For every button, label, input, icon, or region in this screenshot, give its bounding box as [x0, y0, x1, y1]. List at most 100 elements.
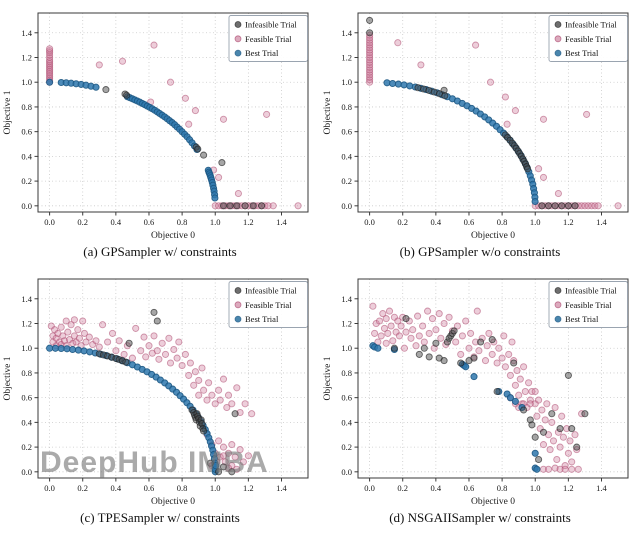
legend-marker-feasible: [554, 35, 562, 43]
x-axis-label: Objective 0: [151, 231, 195, 241]
legend-label-best: Best Trial: [245, 314, 279, 324]
svg-text:1.0: 1.0: [341, 343, 352, 353]
best-points: [369, 342, 541, 473]
chart-svg-b: 0.0 0.2 0.4 0.6 0.8 1.0 1.2 1.4 0.0 0.2 0.4 0.6 0.8 1…: [323, 12, 629, 241]
legend-marker-infeasible: [554, 21, 562, 28]
subplot-a-caption: (a) GPSampler w/ constraints: [83, 244, 237, 259]
svg-text:0.2: 0.2: [21, 176, 32, 186]
svg-text:1.2: 1.2: [21, 52, 32, 62]
infeasible-points: [366, 16, 579, 210]
svg-text:0.2: 0.2: [21, 442, 32, 452]
svg-text:0.4: 0.4: [341, 417, 352, 427]
svg-text:0.6: 0.6: [341, 127, 352, 137]
svg-text:0.8: 0.8: [341, 368, 352, 378]
y-axis-label: Objective 1: [323, 90, 333, 134]
legend-marker-best: [554, 315, 562, 323]
svg-text:0.0: 0.0: [21, 201, 32, 211]
svg-text:0.8: 0.8: [341, 102, 352, 112]
subplot-c-caption: (c) TPESampler w/ constraints: [80, 510, 240, 525]
svg-text:0.0: 0.0: [44, 217, 55, 227]
svg-text:1.4: 1.4: [21, 294, 32, 304]
svg-text:0.0: 0.0: [341, 201, 352, 211]
legend-label-infeasible: Infeasible Trial: [245, 286, 297, 296]
axes: 0.0 0.2 0.4 0.6 0.8 1.0 1.2 1.4 0.0 0.2 0.4 0.6 0.8 1…: [21, 12, 309, 227]
legend-marker-infeasible: [234, 287, 242, 294]
svg-text:0.4: 0.4: [341, 151, 352, 161]
svg-text:1.4: 1.4: [341, 28, 352, 38]
svg-text:0.0: 0.0: [44, 483, 55, 493]
chart-svg-d: 0.0 0.2 0.4 0.6 0.8 1.0 1.2 1.4 0.0 0.2 0.4 0.6 0.8 1…: [323, 278, 629, 507]
infeasible-points: [95, 308, 239, 476]
svg-text:0.6: 0.6: [21, 393, 32, 403]
feasible-points: [47, 316, 256, 473]
svg-text:0.2: 0.2: [397, 483, 408, 493]
subplot-c: 0.0 0.2 0.4 0.6 0.8 1.0 1.2 1.4 0.0 0.2 0.4 0.6 0.8 1…: [0, 266, 320, 532]
svg-text:1.2: 1.2: [563, 217, 574, 227]
svg-text:1.2: 1.2: [341, 318, 352, 328]
svg-text:1.0: 1.0: [341, 77, 352, 87]
svg-text:0.2: 0.2: [397, 217, 408, 227]
chart-svg-a: 0.0 0.2 0.4 0.6 0.8 1.0 1.2 1.4 0.0 0.2 0.4 0.6 0.8 1…: [3, 12, 309, 241]
legend-label-feasible: Feasible Trial: [565, 34, 612, 44]
svg-text:0.4: 0.4: [21, 151, 32, 161]
svg-text:0.8: 0.8: [21, 368, 32, 378]
legend-marker-infeasible: [234, 21, 242, 28]
svg-text:0.0: 0.0: [341, 467, 352, 477]
legend-marker-best: [554, 49, 562, 57]
feasible-points: [46, 41, 302, 210]
axes: 0.0 0.2 0.4 0.6 0.8 1.0 1.2 1.4 0.0 0.2 0.4 0.6 0.8 1…: [341, 12, 629, 227]
svg-text:0.2: 0.2: [77, 483, 88, 493]
svg-text:0.4: 0.4: [431, 483, 442, 493]
svg-text:1.0: 1.0: [21, 343, 32, 353]
legend: Infeasible Trial Feasible Trial Best Trial: [228, 15, 308, 62]
scatter-plot-b: 0.0 0.2 0.4 0.6 0.8 1.0 1.2 1.4 0.0 0.2 0.4 0.6 0.8 1…: [320, 0, 640, 242]
legend-marker-best: [234, 315, 242, 323]
svg-text:1.2: 1.2: [21, 318, 32, 328]
svg-text:1.2: 1.2: [563, 483, 574, 493]
svg-text:1.0: 1.0: [210, 217, 221, 227]
svg-text:1.4: 1.4: [276, 483, 287, 493]
svg-text:0.8: 0.8: [497, 483, 508, 493]
svg-text:0.8: 0.8: [177, 483, 188, 493]
svg-text:0.2: 0.2: [77, 217, 88, 227]
legend-label-best: Best Trial: [565, 314, 599, 324]
legend-marker-feasible: [234, 301, 242, 309]
chart-svg-c: 0.0 0.2 0.4 0.6 0.8 1.0 1.2 1.4 0.0 0.2 0.4 0.6 0.8 1…: [3, 278, 309, 507]
legend-marker-feasible: [554, 301, 562, 309]
svg-text:0.6: 0.6: [21, 127, 32, 137]
svg-text:1.2: 1.2: [341, 52, 352, 62]
svg-text:0.0: 0.0: [364, 217, 375, 227]
scatter-plot-c: 0.0 0.2 0.4 0.6 0.8 1.0 1.2 1.4 0.0 0.2 0.4 0.6 0.8 1…: [0, 266, 320, 508]
legend: Infeasible Trial Feasible Trial Best Trial: [548, 15, 628, 62]
legend-marker-infeasible: [554, 287, 562, 294]
svg-text:0.4: 0.4: [111, 483, 122, 493]
legend-label-feasible: Feasible Trial: [245, 300, 292, 310]
legend-label-feasible: Feasible Trial: [245, 34, 292, 44]
subplot-a: 0.0 0.2 0.4 0.6 0.8 1.0 1.2 1.4 0.0 0.2 0.4 0.6 0.8 1…: [0, 0, 320, 266]
svg-text:0.0: 0.0: [21, 467, 32, 477]
svg-text:0.6: 0.6: [464, 217, 475, 227]
legend-marker-feasible: [234, 35, 242, 43]
svg-text:1.4: 1.4: [596, 217, 607, 227]
svg-text:0.4: 0.4: [431, 217, 442, 227]
svg-text:1.2: 1.2: [243, 483, 254, 493]
axes: 0.0 0.2 0.4 0.6 0.8 1.0 1.2 1.4 0.0 0.2 0.4 0.6 0.8 1…: [341, 278, 629, 493]
y-axis-label: Objective 1: [3, 90, 13, 134]
y-axis-label: Objective 1: [323, 356, 333, 400]
svg-text:1.0: 1.0: [530, 217, 541, 227]
svg-text:0.6: 0.6: [144, 483, 155, 493]
legend-label-feasible: Feasible Trial: [565, 300, 612, 310]
svg-text:0.6: 0.6: [464, 483, 475, 493]
legend-label-best: Best Trial: [565, 48, 599, 58]
legend-label-infeasible: Infeasible Trial: [565, 20, 617, 30]
legend: Infeasible Trial Feasible Trial Best Trial: [548, 281, 628, 328]
legend: Infeasible Trial Feasible Trial Best Trial: [228, 281, 308, 328]
legend-label-best: Best Trial: [245, 48, 279, 58]
svg-text:1.2: 1.2: [243, 217, 254, 227]
svg-text:0.8: 0.8: [21, 102, 32, 112]
scatter-plot-d: 0.0 0.2 0.4 0.6 0.8 1.0 1.2 1.4 0.0 0.2 0.4 0.6 0.8 1…: [320, 266, 640, 508]
svg-text:0.4: 0.4: [111, 217, 122, 227]
scatter-plot-a: 0.0 0.2 0.4 0.6 0.8 1.0 1.2 1.4 0.0 0.2 0.4 0.6 0.8 1…: [0, 0, 320, 242]
svg-text:0.2: 0.2: [341, 176, 352, 186]
